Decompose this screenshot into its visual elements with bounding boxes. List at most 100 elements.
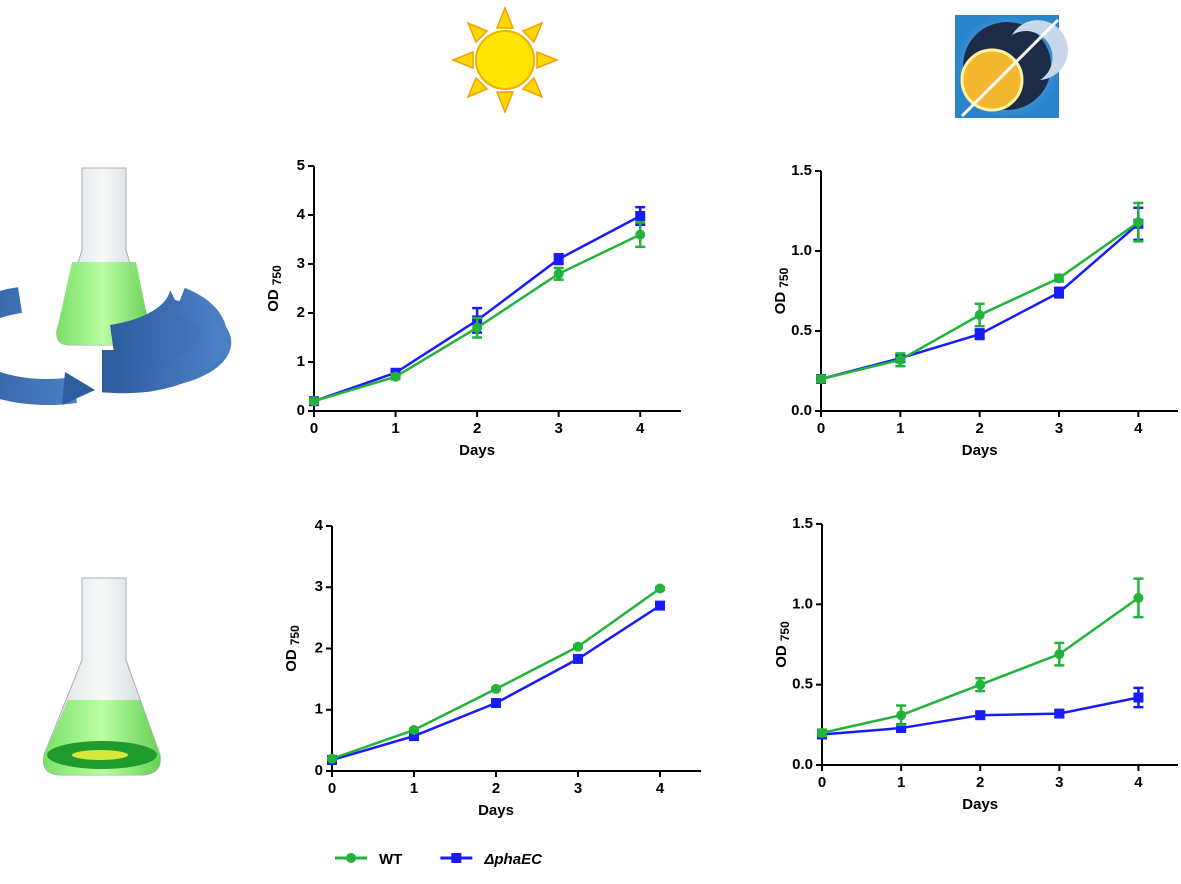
y-axis-label: OD 750 xyxy=(283,625,302,672)
figure: WT ΔphaEC 0 1 2 3 4 5 0 1 2 3 4 Days OD 750 0.0 0.5 1.0 1.… xyxy=(0,0,1181,884)
x-axis-label: Days xyxy=(459,442,495,459)
x-tick-label: 4 xyxy=(1134,420,1143,437)
x-tick-label: 4 xyxy=(656,780,665,797)
marker xyxy=(1054,649,1064,659)
y-tick-label: 0 xyxy=(315,762,323,779)
legend-marker xyxy=(346,853,356,863)
series-line xyxy=(821,222,1138,379)
y-tick-label: 4 xyxy=(297,206,306,223)
marker xyxy=(1054,709,1064,719)
chart: 0 1 2 3 4 0 1 2 3 4 Days OD 750 xyxy=(283,517,701,819)
y-tick-label: 1.5 xyxy=(792,515,813,532)
marker xyxy=(896,710,906,720)
marker xyxy=(1133,693,1143,703)
shaking-flask xyxy=(0,168,231,405)
light-dark-icon xyxy=(955,15,1068,118)
y-axis-label-text: OD xyxy=(283,649,300,672)
x-tick-label: 2 xyxy=(473,420,481,437)
chart: 0.0 0.5 1.0 1.5 0 1 2 3 4 Days OD 750 xyxy=(772,162,1178,459)
y-tick-label: 0.5 xyxy=(792,676,813,693)
y-axis-label-subscript: 750 xyxy=(270,265,284,285)
marker xyxy=(491,684,501,694)
y-tick-label: 0.5 xyxy=(791,322,812,339)
legend: WT ΔphaEC xyxy=(335,851,543,868)
x-tick-label: 0 xyxy=(310,420,318,437)
marker xyxy=(309,396,319,406)
marker xyxy=(816,374,826,384)
marker xyxy=(573,654,583,664)
series-line xyxy=(332,606,660,760)
x-tick-label: 2 xyxy=(976,774,984,791)
chart: 0 1 2 3 4 5 0 1 2 3 4 Days OD 750 xyxy=(265,157,681,459)
x-tick-label: 1 xyxy=(896,420,904,437)
marker xyxy=(573,642,583,652)
x-tick-label: 4 xyxy=(1134,774,1143,791)
x-tick-label: 1 xyxy=(410,780,418,797)
x-tick-label: 3 xyxy=(574,780,582,797)
marker xyxy=(975,680,985,690)
marker xyxy=(409,725,419,735)
x-tick-label: 3 xyxy=(1055,774,1063,791)
marker xyxy=(635,211,645,221)
x-tick-label: 2 xyxy=(975,420,983,437)
x-tick-label: 1 xyxy=(391,420,399,437)
sun-icon xyxy=(453,8,557,112)
y-axis-label-subscript: 750 xyxy=(288,625,302,645)
y-tick-label: 1 xyxy=(297,353,305,370)
x-tick-label: 3 xyxy=(1055,420,1063,437)
y-tick-label: 5 xyxy=(297,157,305,174)
static-flask xyxy=(43,578,160,775)
y-tick-label: 1.5 xyxy=(791,162,812,179)
marker xyxy=(895,355,905,365)
legend-label: WT xyxy=(379,851,402,868)
y-tick-label: 0.0 xyxy=(791,402,812,419)
y-tick-label: 3 xyxy=(297,255,305,272)
y-tick-label: 2 xyxy=(297,304,305,321)
x-tick-label: 0 xyxy=(817,420,825,437)
y-axis-label-text: OD xyxy=(265,289,282,312)
y-tick-label: 1 xyxy=(315,701,323,718)
marker xyxy=(975,329,985,339)
marker xyxy=(472,323,482,333)
series-line xyxy=(821,224,1138,379)
marker xyxy=(327,754,337,764)
x-axis-label: Days xyxy=(962,796,998,813)
y-tick-label: 1.0 xyxy=(791,242,812,259)
y-tick-label: 0.0 xyxy=(792,756,813,773)
marker xyxy=(554,254,564,264)
marker xyxy=(975,710,985,720)
marker xyxy=(1054,273,1064,283)
x-tick-label: 4 xyxy=(636,420,645,437)
y-axis-label-subscript: 750 xyxy=(778,621,792,641)
y-tick-label: 3 xyxy=(315,578,323,595)
y-axis-label: OD 750 xyxy=(265,265,284,312)
marker xyxy=(491,698,501,708)
x-tick-label: 3 xyxy=(554,420,562,437)
marker xyxy=(391,372,401,382)
legend-label: ΔphaEC xyxy=(483,851,543,868)
marker xyxy=(817,728,827,738)
marker xyxy=(554,269,564,279)
y-axis-label: OD 750 xyxy=(773,621,792,668)
x-tick-label: 1 xyxy=(897,774,905,791)
x-tick-label: 0 xyxy=(818,774,826,791)
y-axis-label: OD 750 xyxy=(772,267,791,314)
x-axis-label: Days xyxy=(478,802,514,819)
marker xyxy=(655,583,665,593)
marker xyxy=(635,230,645,240)
legend-marker xyxy=(451,853,461,863)
marker xyxy=(1133,593,1143,603)
y-tick-label: 0 xyxy=(297,402,305,419)
x-tick-label: 0 xyxy=(328,780,336,797)
chart: 0.0 0.5 1.0 1.5 0 1 2 3 4 Days OD 750 xyxy=(773,515,1178,813)
x-axis-label: Days xyxy=(962,442,998,459)
marker xyxy=(975,310,985,320)
y-axis-label-subscript: 750 xyxy=(777,267,791,287)
y-tick-label: 4 xyxy=(315,517,324,534)
marker xyxy=(1133,217,1143,227)
y-axis-label-text: OD xyxy=(773,645,790,668)
y-axis-label-text: OD xyxy=(772,292,789,315)
y-tick-label: 1.0 xyxy=(792,595,813,612)
x-tick-label: 2 xyxy=(492,780,500,797)
y-tick-label: 2 xyxy=(315,639,323,656)
